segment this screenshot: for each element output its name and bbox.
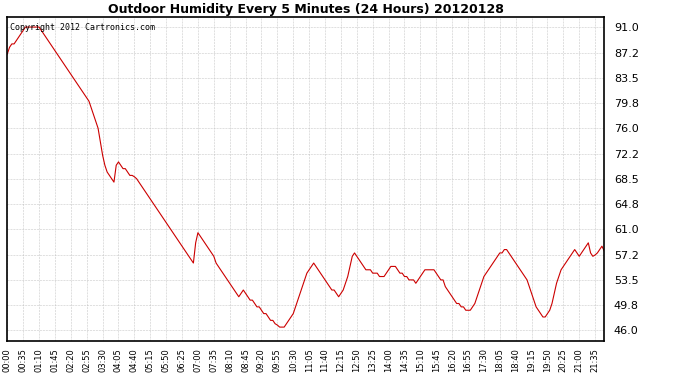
Text: Copyright 2012 Cartronics.com: Copyright 2012 Cartronics.com [10,23,155,32]
Title: Outdoor Humidity Every 5 Minutes (24 Hours) 20120128: Outdoor Humidity Every 5 Minutes (24 Hou… [108,3,504,16]
